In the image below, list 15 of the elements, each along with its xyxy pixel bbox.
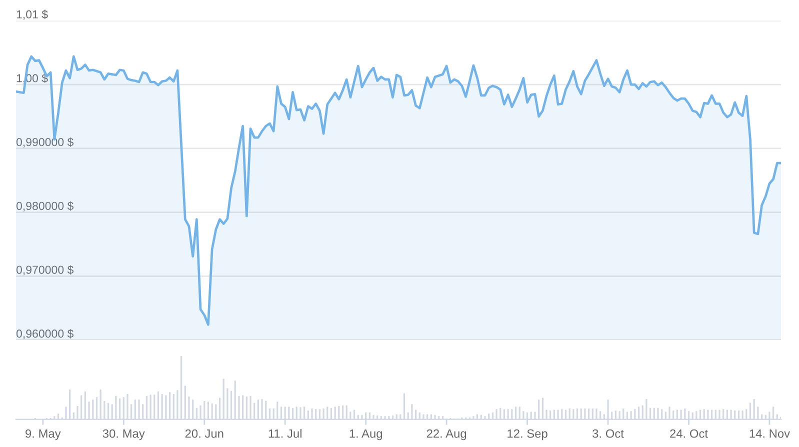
x-tick-label: 20. Jun [185, 429, 224, 438]
x-tick-label: 1. Aug [350, 429, 382, 440]
y-tick-label: 0,990000 $ [16, 137, 74, 148]
x-tick-label: 30. May [102, 429, 145, 440]
y-tick-label: 0,960000 $ [16, 329, 74, 340]
x-tick-label: 24. Oct [670, 429, 708, 438]
x-tick-label: 12. Sep [508, 429, 548, 440]
y-tick-label: 0,970000 $ [16, 265, 74, 276]
y-tick-label: 1,01 $ [16, 10, 48, 20]
x-tick-label: 22. Aug [426, 429, 466, 440]
y-tick-label: 0,980000 $ [16, 201, 74, 212]
x-tick-label: 9. May [26, 429, 61, 440]
x-tick-label: 3. Oct [592, 429, 624, 438]
x-tick-label: 14. Nov [750, 429, 790, 438]
x-tick-label: 11. Jul [268, 429, 302, 438]
